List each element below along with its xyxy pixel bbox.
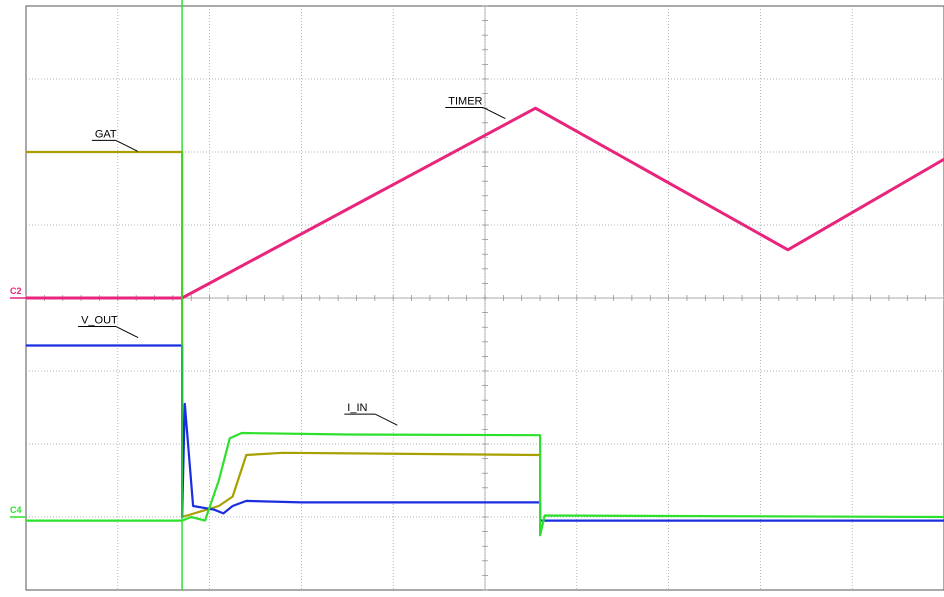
label-gat: GAT: [95, 128, 117, 140]
traces: [26, 0, 944, 590]
label-leader: [115, 139, 139, 152]
label-i-in: I_IN: [347, 402, 367, 414]
trace-i-in: [26, 431, 944, 537]
label-v-out: V_OUT: [81, 315, 118, 327]
channel-markers: C2 C4: [10, 286, 26, 518]
label-timer: TIMER: [448, 96, 482, 108]
trace-timer: [26, 106, 944, 300]
label-leader: [375, 413, 398, 426]
label-leader: [483, 107, 506, 119]
channel-marker-c4: C4: [10, 505, 22, 515]
trace-gat: [26, 150, 541, 519]
trace-labels: GAT TIMER V_OUT I_IN: [78, 96, 506, 426]
label-leader: [115, 326, 139, 338]
channel-marker-c2: C2: [10, 286, 22, 296]
